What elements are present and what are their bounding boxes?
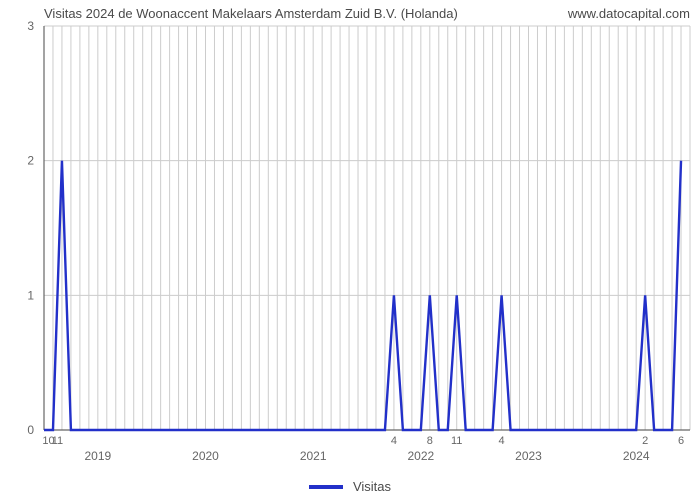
svg-text:11: 11: [451, 435, 462, 447]
svg-text:2: 2: [642, 435, 648, 447]
chart-title-left: Visitas 2024 de Woonaccent Makelaars Ams…: [44, 6, 458, 21]
chart-title-right: www.datocapital.com: [568, 6, 690, 21]
svg-text:2019: 2019: [84, 449, 111, 463]
legend-swatch: [309, 485, 343, 489]
svg-text:8: 8: [427, 435, 433, 447]
svg-text:0: 0: [27, 423, 34, 437]
svg-text:4: 4: [499, 435, 505, 447]
svg-text:2023: 2023: [515, 449, 542, 463]
svg-text:11: 11: [52, 435, 63, 447]
svg-text:2024: 2024: [623, 449, 650, 463]
svg-text:4: 4: [391, 435, 397, 447]
svg-text:2022: 2022: [407, 449, 434, 463]
svg-text:3: 3: [27, 19, 34, 33]
line-chart: 012310114811426201920202021202220232024: [0, 0, 700, 470]
legend: Visitas: [0, 476, 700, 495]
svg-text:1: 1: [27, 288, 34, 302]
svg-text:2021: 2021: [300, 449, 327, 463]
legend-label: Visitas: [353, 479, 391, 494]
svg-text:2: 2: [27, 154, 34, 168]
svg-text:2020: 2020: [192, 449, 219, 463]
svg-text:6: 6: [678, 435, 684, 447]
